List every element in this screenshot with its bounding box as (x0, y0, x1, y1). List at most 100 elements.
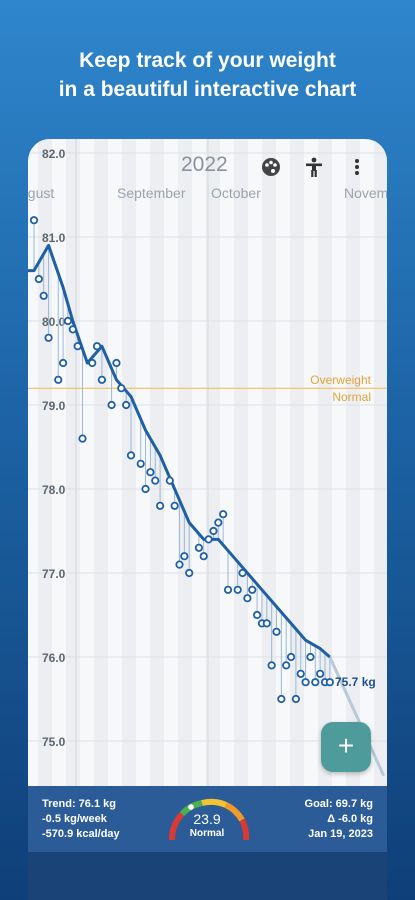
y-tick-label: 77.0 (42, 567, 66, 581)
measurement-point (78, 434, 87, 443)
grid-stripe (290, 139, 304, 786)
measurement-point (63, 316, 73, 326)
measurement-point (233, 585, 242, 594)
rate-per-week: -0.5 kg/week (42, 813, 107, 825)
forecast-line (328, 655, 385, 777)
measurement-point (306, 652, 315, 662)
measurement-point (282, 661, 291, 670)
measurement-point (325, 678, 334, 687)
measurement-point (88, 358, 97, 368)
measurement-point (107, 400, 116, 410)
grid-stripe (262, 139, 276, 786)
measurement-point (185, 568, 194, 578)
measurement-point (243, 594, 252, 603)
measurement-point (267, 661, 276, 670)
measurement-point (29, 216, 39, 225)
x-month-label: ugust (28, 185, 54, 201)
y-tick-label: 82.0 (42, 147, 66, 161)
measurement-point (126, 451, 136, 460)
measurement-point (97, 375, 107, 384)
palette-icon[interactable] (260, 156, 282, 178)
grid-stripe (178, 139, 192, 786)
measurement-point (136, 459, 145, 468)
measurement-point (92, 342, 102, 351)
measurement-point (286, 652, 296, 662)
phone-screen: 82.0 81.0 80.0 79.0 78.0 77.0 76.0 75.0 ugust Sep… (28, 139, 387, 900)
measurement-point (291, 694, 300, 704)
grid-stripe (318, 139, 332, 786)
measurement-point (199, 552, 208, 561)
measurement-point (151, 476, 160, 485)
measurement-point (277, 694, 286, 704)
year-label: 2022 (181, 153, 228, 176)
measurement-point (209, 526, 218, 536)
goal-weight: Goal: 69.7 kg (304, 798, 373, 810)
promo-line-2: in a beautiful interactive chart (58, 78, 357, 101)
measurement-point (156, 501, 165, 510)
measurement-point (175, 560, 184, 569)
x-month-label: Novem (344, 185, 387, 201)
grid-stripe (122, 139, 136, 786)
measurement-point (296, 669, 305, 678)
y-tick-label: 78.0 (42, 483, 66, 497)
more-vertical-icon[interactable] (346, 156, 368, 178)
bmi-value: 23.9 (193, 811, 221, 827)
measurement-point (214, 518, 223, 527)
measurement-point (141, 484, 150, 494)
stats-bar: Trend: 76.1 kg -0.5 kg/week -570.9 kcal/… (28, 786, 387, 852)
measurement-point (39, 291, 48, 300)
grid-stripe (94, 139, 108, 786)
y-tick-label: 80.0 (42, 315, 66, 329)
measurement-point (253, 610, 262, 620)
measurement-point (117, 384, 126, 393)
measurement-point (170, 501, 179, 510)
grid-stripe (66, 139, 80, 786)
bmi-category: Normal (189, 828, 225, 839)
measurement-point (58, 358, 68, 368)
goal-date: Jan 19, 2023 (308, 828, 373, 840)
measurement-point (272, 627, 281, 636)
x-month-label: September (117, 185, 186, 201)
trend-line (28, 243, 331, 659)
goal-stats: Goal: 69.7 kg Δ -6.0 kg Jan 19, 2023 (305, 797, 373, 842)
grid-stripe (234, 139, 248, 786)
y-tick-label: 76.0 (42, 651, 66, 665)
goal-delta: Δ -6.0 kg (327, 813, 373, 825)
trend-value: Trend: 76.1 kg (42, 798, 116, 810)
y-tick-label: 81.0 (42, 231, 66, 245)
measurement-point (204, 535, 213, 544)
measurement-point (316, 669, 325, 678)
measurement-point (112, 358, 121, 368)
measurement-point (311, 678, 320, 687)
grid-stripe (374, 139, 387, 786)
bmi-gauge[interactable] (164, 790, 254, 848)
measurement-point (238, 568, 247, 578)
accessibility-person-icon[interactable] (303, 156, 325, 178)
x-month-label: October (211, 185, 261, 201)
grid-stripe (346, 139, 360, 786)
measurement-point (194, 543, 203, 552)
measurement-point (122, 400, 131, 410)
trend-stats: Trend: 76.1 kg -0.5 kg/week -570.9 kcal/… (42, 797, 120, 842)
measurement-point (146, 468, 155, 477)
measurement-point (223, 585, 233, 594)
measurement-point (44, 333, 53, 342)
promo-headline: Keep track of your weight in a beautiful… (0, 46, 415, 104)
y-tick-label: 79.0 (42, 399, 66, 413)
weight-chart[interactable]: 82.0 81.0 80.0 79.0 78.0 77.0 76.0 75.0 ugust Sep… (28, 139, 387, 900)
measurement-point (180, 552, 189, 561)
grid-stripe (206, 139, 220, 786)
current-weight-label: 75.7 kg (335, 675, 376, 689)
add-weight-button[interactable]: + (321, 722, 371, 772)
measurement-point (219, 510, 228, 519)
measurement-point (301, 678, 310, 687)
measurement-point (54, 375, 63, 384)
measurement-point (165, 476, 174, 485)
bottom-fill (28, 852, 387, 900)
measurement-point (68, 325, 77, 334)
measurement-point (262, 619, 271, 628)
measurement-point (248, 585, 257, 594)
grid-stripe (150, 139, 164, 786)
y-tick-label: 75.0 (42, 735, 66, 749)
promo-line-1: Keep track of your weight (79, 49, 336, 72)
